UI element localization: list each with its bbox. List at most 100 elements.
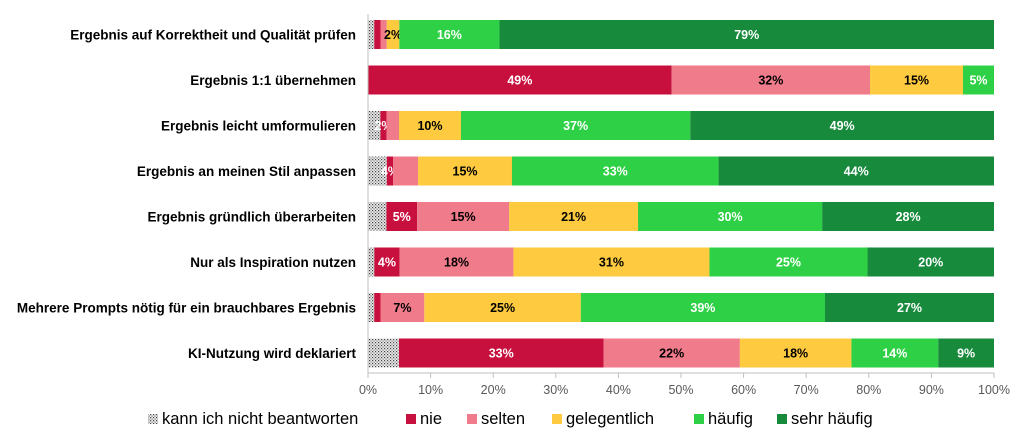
data-label: 25% — [776, 256, 801, 270]
data-label: 18% — [783, 347, 808, 361]
bar-segment — [938, 338, 994, 368]
bar-segment — [399, 20, 500, 49]
bar-segment — [374, 20, 381, 49]
data-label: 10% — [417, 119, 442, 133]
bar-segment — [709, 247, 868, 277]
legend-label: sehr häufig — [791, 410, 873, 428]
bar-segment — [380, 20, 387, 49]
category-label: Nur als Inspiration nutzen — [190, 255, 356, 270]
bar-segment — [368, 338, 399, 368]
bar-segment — [638, 202, 823, 231]
data-label: 18% — [444, 256, 469, 270]
data-label: 33% — [603, 165, 628, 179]
data-label: 15% — [451, 210, 476, 224]
data-label: 15% — [453, 165, 478, 179]
legend: kann ich nicht beantworten nie selten geleg… — [148, 410, 873, 428]
legend-label: selten — [481, 410, 525, 428]
legend-label: kann ich nicht beantworten — [162, 410, 358, 428]
bar-segment — [368, 202, 387, 231]
data-label: 15% — [904, 74, 929, 88]
x-tick-label: 60% — [731, 383, 756, 397]
bar-segment — [386, 111, 399, 140]
bar-segment — [824, 293, 994, 322]
bar-segment — [671, 65, 871, 95]
category-label: Ergebnis auf Korrektheit und Qualität pr… — [70, 28, 356, 43]
bar-segment — [380, 111, 387, 140]
data-label: 44% — [844, 165, 869, 179]
data-label: 25% — [490, 301, 515, 315]
data-label: 31% — [599, 256, 624, 270]
bar-segment — [399, 247, 514, 277]
bar-segment — [511, 156, 719, 186]
x-tick-label: 10% — [418, 383, 443, 397]
bar-segment — [386, 20, 400, 49]
bar-segment — [368, 20, 375, 49]
category-labels: Ergebnis auf Korrektheit und Qualität pr… — [17, 28, 357, 362]
x-tick-label: 0% — [359, 383, 377, 397]
legend-swatch — [406, 414, 416, 424]
bar-segment — [513, 247, 710, 277]
bar-segment — [851, 338, 939, 368]
data-label: 37% — [563, 119, 588, 133]
bar-segment — [867, 247, 994, 277]
data-label: 9% — [957, 347, 975, 361]
bar-segment — [368, 293, 375, 322]
bar-segment — [963, 65, 994, 95]
bar-segment — [368, 247, 375, 277]
data-label: 39% — [690, 301, 715, 315]
bar-segment — [499, 20, 994, 49]
legend-label: häufig — [708, 410, 753, 428]
data-label: 30% — [718, 210, 743, 224]
data-label: 20% — [918, 256, 943, 270]
bar-segment — [398, 111, 461, 140]
data-label: 7% — [393, 301, 411, 315]
legend-swatch — [694, 414, 704, 424]
data-label: 21% — [561, 210, 586, 224]
bar-segment — [424, 293, 581, 322]
category-label: Ergebnis 1:1 übernehmen — [190, 73, 356, 88]
bar-segment — [417, 202, 510, 231]
bar-segment — [368, 156, 387, 186]
x-tick-label: 90% — [919, 383, 944, 397]
bar-segment — [603, 338, 740, 368]
data-label: 49% — [507, 74, 532, 88]
bar-segment — [374, 247, 400, 277]
bar-area: 2% 16% 79%49% 32% 15% 5%2% 10% 37% 49%4% 15% 33% 44… — [368, 20, 994, 368]
x-tick-label: 30% — [543, 383, 568, 397]
data-label: 22% — [659, 347, 684, 361]
bar-segment — [822, 202, 994, 231]
category-label: Mehrere Prompts nötig für ein brauchbare… — [17, 301, 356, 316]
bar-segment — [739, 338, 852, 368]
bar-segment — [718, 156, 994, 186]
bar-segment — [398, 338, 604, 368]
category-label: Ergebnis an meinen Stil anpassen — [137, 164, 356, 179]
legend-label: gelegentlich — [566, 410, 654, 428]
bar-segment — [393, 156, 419, 186]
data-label: 2% — [384, 28, 402, 42]
data-label: 33% — [489, 347, 514, 361]
category-label: Ergebnis leicht umformulieren — [161, 119, 356, 134]
data-label: 16% — [437, 28, 462, 42]
legend-swatch — [552, 414, 562, 424]
bar-segment — [380, 293, 425, 322]
data-label: 5% — [969, 74, 987, 88]
legend-label: nie — [420, 410, 442, 428]
x-tick-label: 40% — [606, 383, 631, 397]
bar-segment — [386, 156, 394, 186]
data-label: 28% — [896, 210, 921, 224]
bar-segment — [386, 202, 418, 231]
data-label: 32% — [758, 74, 783, 88]
x-tick-label: 20% — [481, 383, 506, 397]
legend-swatch — [148, 414, 158, 424]
x-tick-label: 100% — [978, 383, 1010, 397]
data-label: 14% — [882, 347, 907, 361]
data-label: 49% — [830, 119, 855, 133]
data-label: 5% — [393, 210, 411, 224]
x-tick-label: 80% — [856, 383, 881, 397]
bar-segment — [418, 156, 512, 186]
bar-segment — [374, 293, 381, 322]
x-axis: 0% 10% 20% 30% 40% 50% 60% 70% 80% 90% 100% — [359, 14, 1010, 397]
x-tick-label: 50% — [668, 383, 693, 397]
bar-segment — [460, 111, 691, 140]
